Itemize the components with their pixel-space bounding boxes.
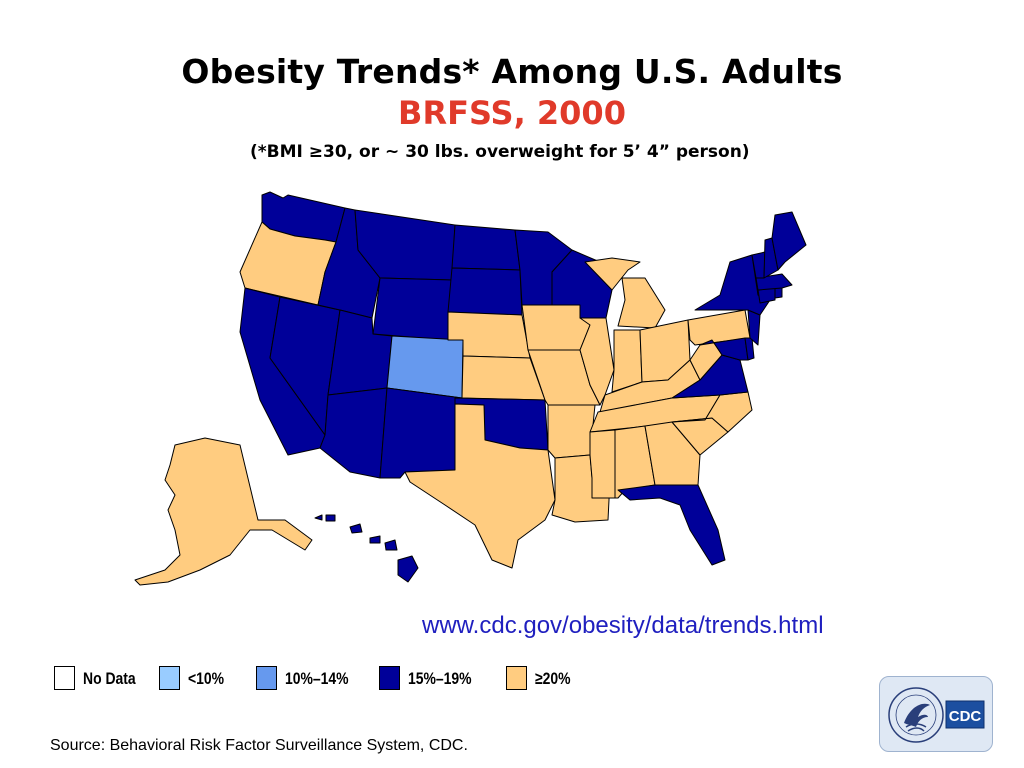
state-AR (547, 404, 596, 459)
state-AK (134, 437, 313, 586)
state-RI (774, 287, 783, 299)
us-choropleth-map (134, 191, 807, 586)
state-ND (451, 224, 521, 271)
cdc-logo: CDC (879, 676, 993, 752)
state-IN (611, 329, 643, 393)
state-CO (386, 335, 464, 399)
legend-swatch-lt10 (159, 666, 180, 690)
legend-swatch-10to14 (256, 666, 277, 690)
source-note: Source: Behavioral Risk Factor Surveilla… (50, 737, 468, 754)
state-WY (372, 277, 453, 341)
legend-label-ge20: ≥20% (535, 669, 571, 688)
legend-swatch-ge20 (506, 666, 527, 690)
state-AZ (319, 387, 388, 479)
state-TX (404, 403, 556, 569)
legend-label-15to19: 15%–19% (408, 669, 472, 688)
legend-label-lt10: <10% (188, 669, 225, 688)
legend-swatch-15to19 (379, 666, 400, 690)
state-MS (589, 429, 616, 499)
map-subtitle: BRFSS, 2000 (398, 94, 626, 132)
legend-swatch-no-data (54, 666, 75, 690)
legend-label-10to14: 10%–14% (285, 669, 349, 688)
legend-label-no-data: No Data (83, 669, 136, 688)
state-IL (579, 317, 615, 406)
source-url-link[interactable]: www.cdc.gov/obesity/data/trends.html (422, 612, 824, 639)
state-HI (314, 514, 419, 583)
state-GA (644, 421, 701, 486)
map-title: Obesity Trends* Among U.S. Adults (181, 52, 843, 91)
hhs-eagle-icon: CDC (888, 687, 985, 743)
state-NM (379, 387, 463, 479)
state-SD (447, 267, 523, 316)
cdc-logo-text: CDC (949, 708, 982, 725)
state-ME (771, 211, 807, 271)
state-FL (617, 484, 726, 566)
map-legend: No Data <10% 10%–14% 15%–19% ≥20% (54, 666, 614, 694)
bmi-footnote: (*BMI ≥30, or ~ 30 lbs. overweight for 5… (250, 142, 750, 162)
